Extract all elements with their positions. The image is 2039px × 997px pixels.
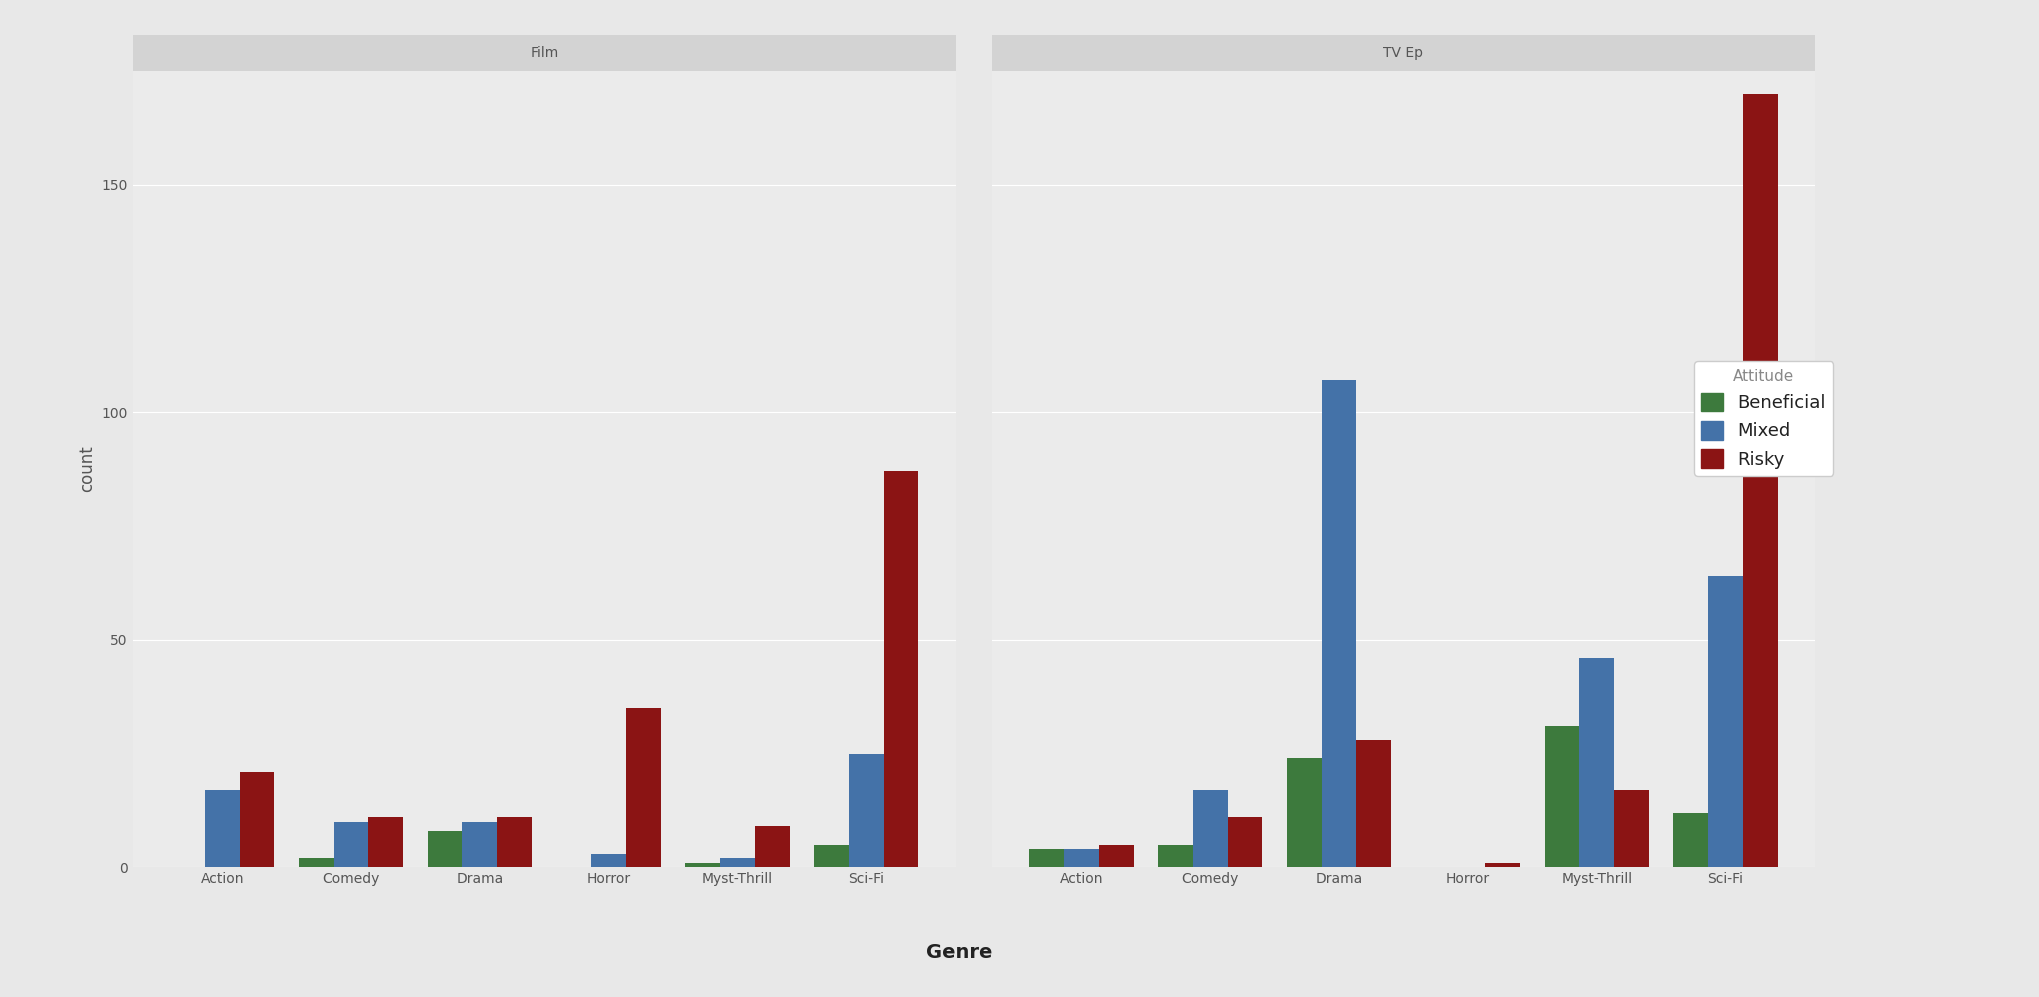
Bar [1578,658,1613,867]
Bar [754,827,789,867]
Text: Film: Film [530,46,559,60]
Bar [1193,790,1227,867]
Bar [1321,380,1356,867]
Bar [334,822,369,867]
Bar [1030,849,1064,867]
Bar [626,708,661,867]
Bar [685,862,720,867]
Text: Genre: Genre [926,942,991,962]
Bar [369,818,404,867]
Bar [814,844,848,867]
Bar [1672,813,1707,867]
Bar [720,858,754,867]
Bar [1227,818,1262,867]
Bar [204,790,239,867]
Bar [428,831,463,867]
Bar [883,472,918,867]
Bar [1544,726,1578,867]
Bar [298,858,334,867]
Bar [1064,849,1099,867]
Bar [463,822,498,867]
Bar [1707,576,1741,867]
Bar [1099,844,1134,867]
Y-axis label: count: count [77,446,96,493]
Bar [1287,758,1321,867]
Bar [498,818,532,867]
Legend: Beneficial, Mixed, Risky: Beneficial, Mixed, Risky [1692,362,1833,476]
Bar [591,853,626,867]
Bar [1613,790,1648,867]
Bar [1158,844,1193,867]
Bar [1741,94,1776,867]
Bar [239,772,273,867]
Bar [1356,740,1391,867]
Bar [1484,862,1519,867]
Text: TV Ep: TV Ep [1382,46,1423,60]
Bar [848,754,883,867]
